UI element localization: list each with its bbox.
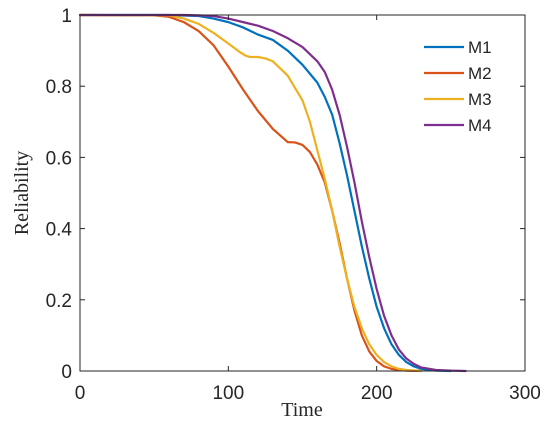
legend-label-m2: M2 [468,64,492,83]
y-tick-label: 1 [61,6,72,27]
plot-area [80,15,525,371]
legend-label-m3: M3 [468,90,492,109]
axes-box [79,14,526,372]
x-tick-label: 100 [212,383,244,404]
y-tick-label: 0.4 [46,220,73,241]
x-tick-label: 0 [75,383,86,404]
x-tick-label: 300 [509,383,541,404]
series-line-m3 [78,13,423,373]
y-tick-label: 0 [61,362,72,383]
series-layer [78,13,467,373]
x-tick-label: 200 [361,383,393,404]
series-line-m2 [78,13,423,373]
axes-layer [79,14,526,372]
legend: M1 M2 M3 M4 [424,38,492,135]
series-line-m1 [78,13,452,373]
y-axis-label: Reliability [11,151,33,235]
series-line-m4 [78,13,467,373]
legend-label-m4: M4 [468,116,492,135]
y-tick-label: 0.6 [46,148,72,169]
y-tick-label: 0.2 [46,291,72,312]
x-axis-label: Time [281,399,323,421]
tick-layer: 0 100 200 300 0 0.2 0.4 0.6 0.8 1 [46,6,541,404]
legend-label-m1: M1 [468,38,492,57]
y-tick-label: 0.8 [46,77,72,98]
